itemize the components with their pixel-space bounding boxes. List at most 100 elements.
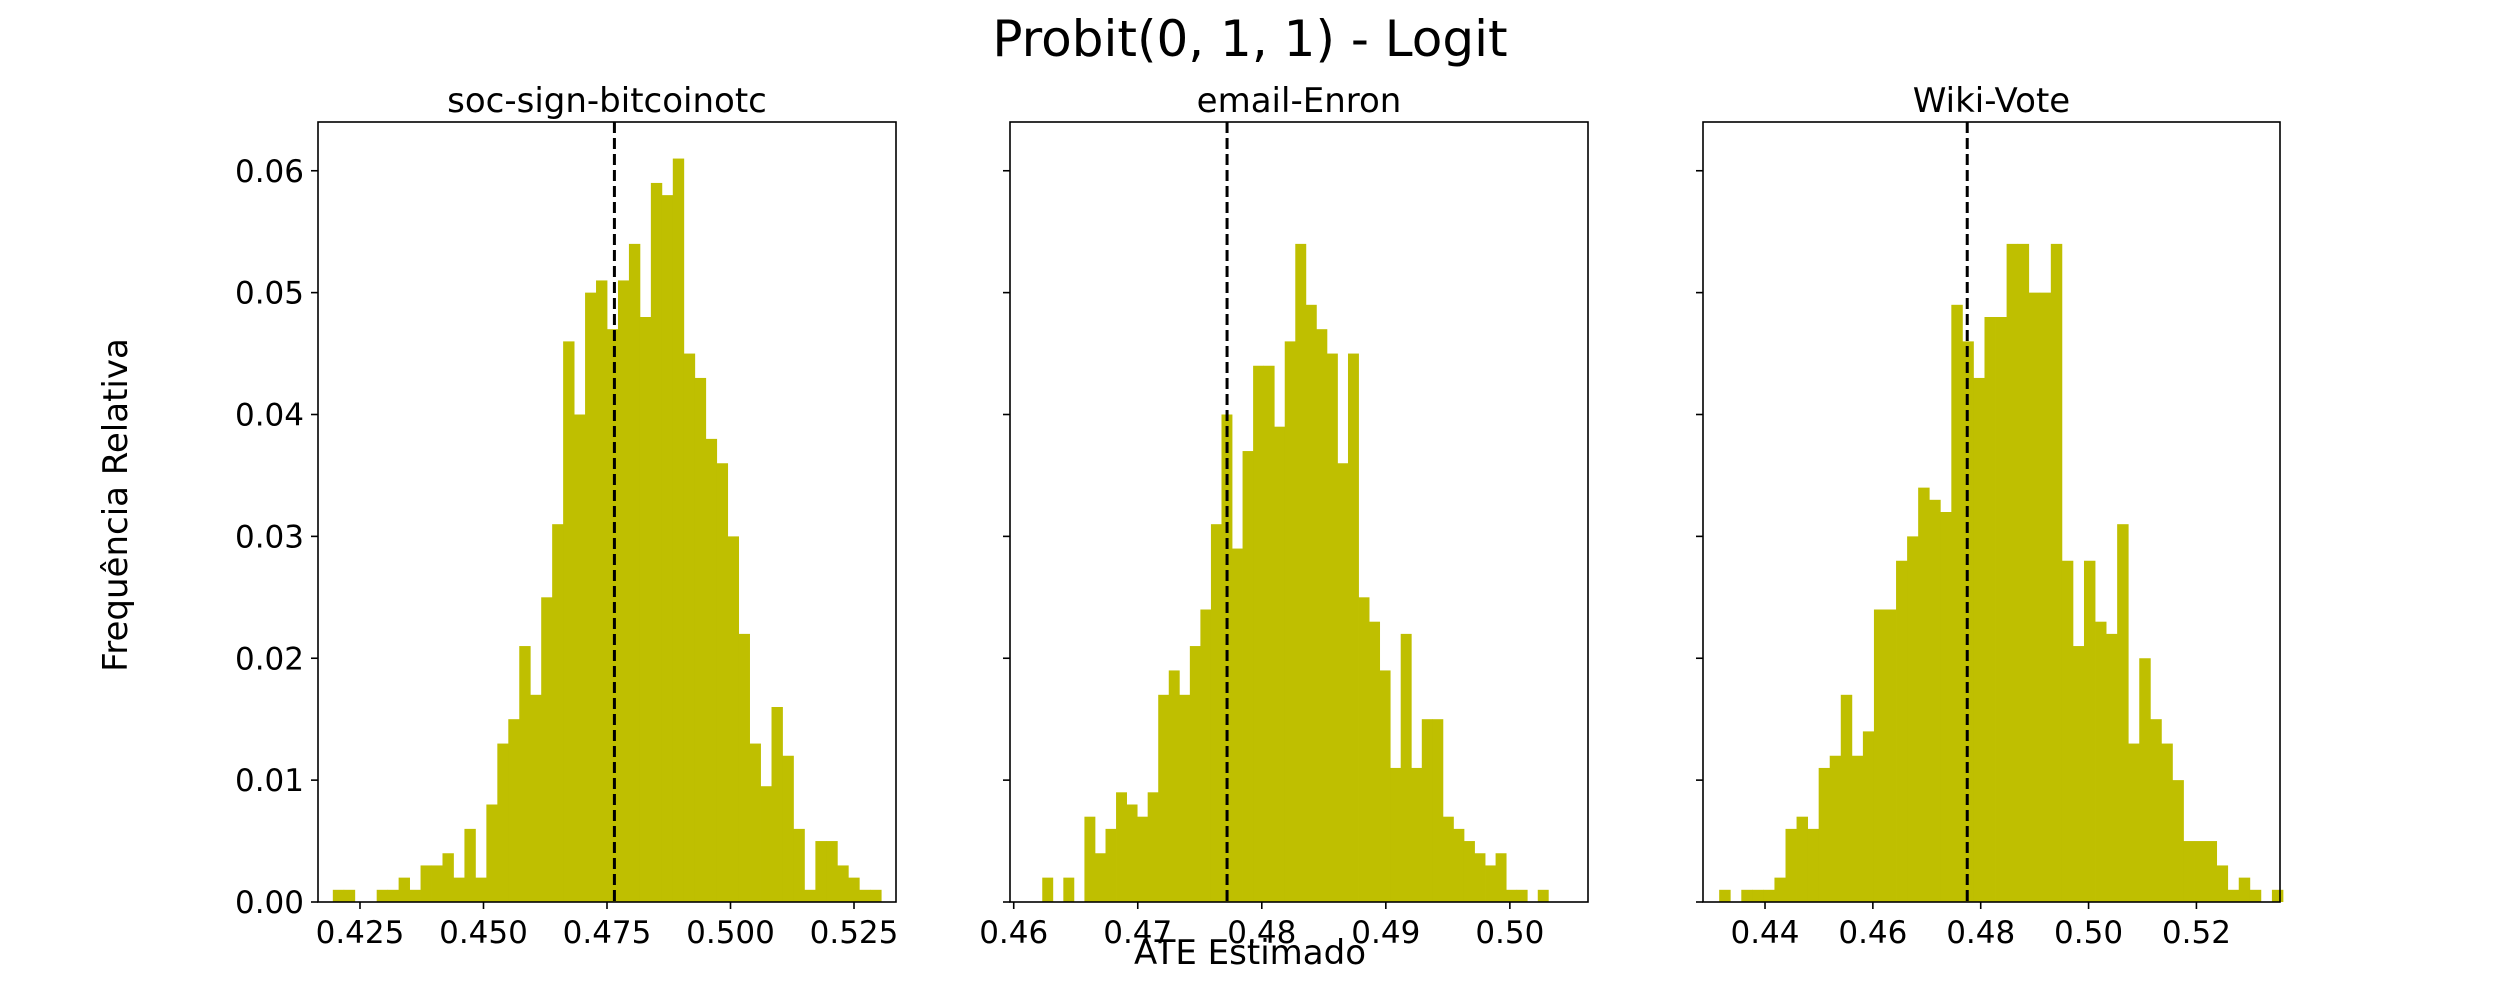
histogram-bar (1126, 804, 1138, 902)
histogram-bar (1232, 548, 1243, 902)
x-tick-label: 0.475 (563, 915, 652, 951)
histogram-bar (2150, 719, 2162, 902)
x-tick-label: 0.50 (1475, 915, 1544, 951)
histogram-bar (541, 597, 553, 902)
histogram-bar (1210, 524, 1222, 902)
x-tick-label: 0.500 (686, 915, 775, 951)
histogram-bar (2249, 889, 2262, 902)
histogram-bar (1862, 731, 1875, 903)
histogram-bar (453, 877, 465, 903)
x-tick-label: 0.49 (1351, 915, 1420, 951)
histogram-bar (1785, 828, 1797, 903)
histogram-bar (837, 865, 849, 902)
histogram-bar (1506, 889, 1518, 902)
histogram-bar (497, 743, 509, 902)
histogram-bar (815, 841, 827, 902)
histogram-bar (2194, 841, 2206, 902)
histogram-bar (508, 719, 520, 902)
histogram-bar (1295, 243, 1307, 903)
histogram-bar (1411, 767, 1423, 902)
histogram-bar (585, 292, 597, 903)
histogram-bar (782, 755, 794, 902)
y-tick-label: 0.02 (235, 641, 304, 677)
histogram-bar (628, 243, 641, 903)
histogram-bar (2128, 743, 2140, 902)
x-axis-label: ATE Estimado (1134, 933, 1366, 973)
histogram-bar (1973, 377, 1985, 902)
x-tick-label: 0.525 (810, 915, 899, 951)
histogram-bar (1305, 304, 1317, 902)
histogram-bar (486, 804, 498, 902)
x-tick-label: 0.47 (1103, 915, 1172, 951)
histogram-bar (1485, 865, 1496, 902)
histogram-bar (793, 828, 805, 903)
histogram-bar (2183, 841, 2195, 902)
histogram-bar (1516, 889, 1528, 902)
histogram-bar (1042, 877, 1054, 903)
histogram-bar (1796, 816, 1809, 902)
histogram-bar (2083, 560, 2096, 902)
histogram-bar (1537, 889, 1549, 902)
histogram-bar (1369, 621, 1381, 902)
histogram-bar (617, 280, 630, 902)
histogram-bar (1719, 889, 1731, 902)
histogram-bar (749, 743, 761, 902)
histogram-bar (650, 182, 663, 902)
subplot-title: soc-sign-bitcoinotc (447, 81, 767, 121)
histogram-bar (771, 707, 783, 902)
histogram-bar (2028, 292, 2041, 903)
histogram-bar (1084, 816, 1096, 902)
histogram-bar (2117, 524, 2129, 902)
x-tick-label: 0.425 (316, 915, 405, 951)
histogram-bar (1326, 353, 1338, 902)
histogram-bar (519, 646, 531, 902)
histogram-bar (705, 438, 718, 903)
histogram-bar (760, 786, 772, 902)
histogram-bar (431, 865, 443, 902)
y-tick-label: 0.00 (235, 885, 304, 921)
histogram-bar (1463, 841, 1475, 902)
histogram-bar (1741, 889, 1753, 902)
histogram-bar (1168, 670, 1180, 902)
histogram-bar (1358, 597, 1370, 902)
histogram-bar (1474, 853, 1486, 902)
histogram-bar (1885, 609, 1897, 902)
histogram-bar (1263, 365, 1275, 902)
histogram-bar (1400, 633, 1412, 903)
histogram-bar (442, 853, 454, 902)
histogram-bar (1951, 304, 1963, 902)
histogram-bar (2238, 877, 2251, 903)
histogram-bar (1752, 889, 1764, 902)
histogram-bar (2061, 560, 2074, 902)
histogram-bar (2072, 646, 2085, 902)
histogram-bar (2039, 292, 2052, 903)
histogram-bar (1200, 609, 1212, 902)
histogram-bar (1284, 341, 1296, 903)
histogram-bar (607, 329, 619, 902)
histogram-bar (1818, 767, 1831, 902)
histogram-bar (1774, 877, 1786, 903)
histogram-bar (332, 889, 345, 902)
subplot-3: 0.44 0.46 0.48 0.50 0.52 Wiki-Vote (1696, 81, 2284, 951)
histogram-bar (1432, 719, 1444, 902)
subplot-title: Wiki-Vote (1913, 81, 2070, 121)
histogram-bar (2095, 621, 2107, 902)
y-tick-label: 0.01 (235, 763, 304, 799)
axes-frame (1702, 121, 2281, 903)
histogram-bar (1851, 755, 1864, 902)
histogram-bar (2227, 889, 2240, 902)
histogram-bar (387, 889, 400, 902)
histogram-bar (738, 633, 750, 903)
histogram-bar (2172, 780, 2184, 903)
histogram-bar (552, 524, 564, 902)
y-tick-label: 0.06 (235, 154, 304, 190)
histogram-bar (1807, 828, 1820, 903)
histogram-bar (672, 158, 685, 902)
subplot-2: 0.46 0.47 0.48 0.49 0.50 email-Enron (979, 81, 1589, 951)
figure-title: Probit(0, 1, 1) - Logit (992, 10, 1507, 68)
histogram-bar (1984, 317, 1996, 902)
histogram-bar (1907, 536, 1919, 903)
histogram-bar (1179, 694, 1191, 902)
histogram-bar (1116, 792, 1127, 902)
